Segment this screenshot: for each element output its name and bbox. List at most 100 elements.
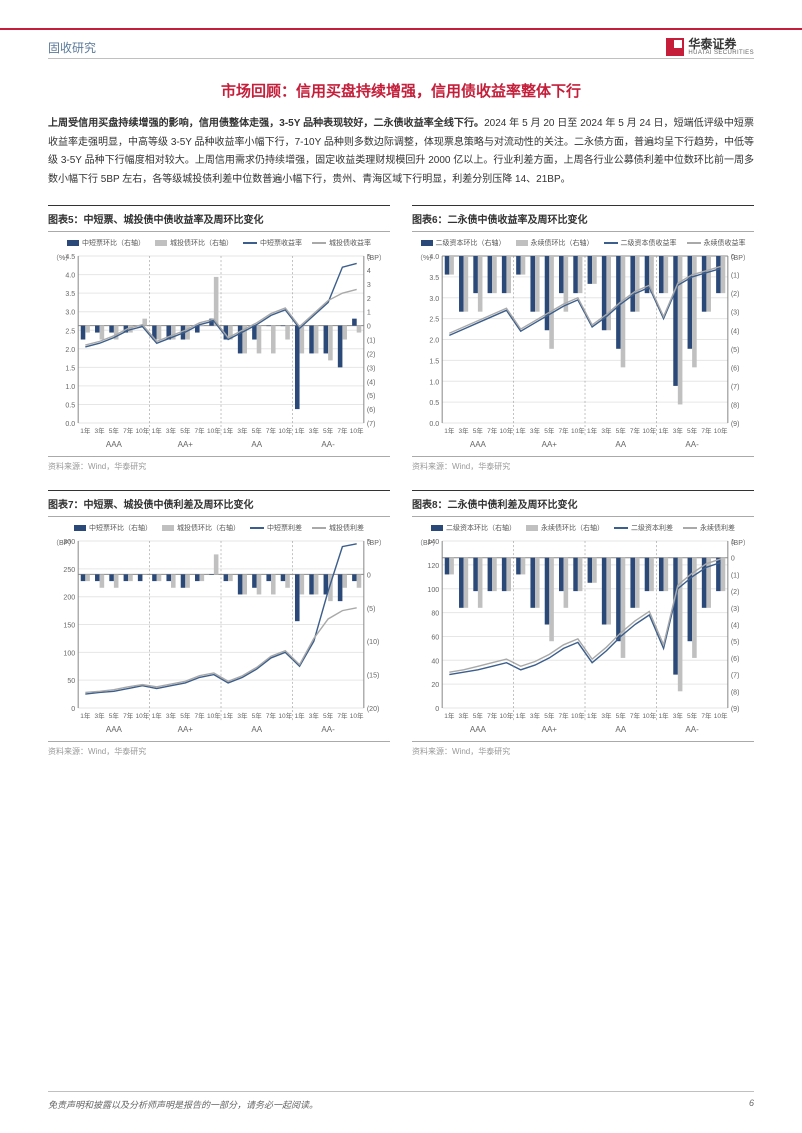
svg-text:(6): (6) (731, 656, 740, 663)
svg-text:1年: 1年 (658, 426, 669, 435)
svg-text:AA+: AA+ (178, 725, 194, 734)
svg-text:AA+: AA+ (178, 440, 194, 449)
chart-6: 图表6：二永债中债收益率及周环比变化 二级资本环比（右轴）永续债环比（右轴）二级… (412, 205, 754, 472)
svg-text:(7): (7) (731, 384, 740, 391)
svg-text:5年: 5年 (473, 711, 484, 720)
svg-text:10年: 10年 (571, 711, 585, 720)
svg-text:3年: 3年 (601, 426, 612, 435)
svg-text:7年: 7年 (123, 711, 134, 720)
svg-text:3年: 3年 (95, 426, 106, 435)
svg-text:0: 0 (71, 706, 75, 713)
svg-text:7年: 7年 (266, 711, 277, 720)
chart-6-source: 资料来源：Wind，华泰研究 (412, 456, 754, 472)
svg-text:7年: 7年 (701, 426, 712, 435)
svg-text:AAA: AAA (106, 725, 123, 734)
svg-text:7年: 7年 (487, 711, 498, 720)
svg-text:3年: 3年 (237, 711, 248, 720)
svg-text:(8): (8) (731, 402, 740, 409)
svg-text:5年: 5年 (180, 711, 191, 720)
svg-text:0: 0 (435, 706, 439, 713)
header-category: 固收研究 (48, 39, 96, 56)
svg-text:(4): (4) (731, 328, 740, 335)
svg-text:5年: 5年 (180, 426, 191, 435)
svg-text:10年: 10年 (350, 426, 364, 435)
svg-text:10年: 10年 (500, 426, 514, 435)
svg-text:5年: 5年 (323, 426, 334, 435)
svg-text:40: 40 (431, 658, 439, 665)
svg-text:（BP）: （BP） (416, 539, 439, 547)
chart-5-legend: 中短票环比（右轴）城投债环比（右轴）中短票收益率城投债收益率 (48, 238, 390, 248)
svg-text:(15): (15) (367, 673, 380, 680)
chart-7-svg: 050100150200250300(20)(15)(10)(5)05（BP）（… (48, 535, 390, 736)
svg-text:(7): (7) (367, 421, 376, 428)
svg-text:AA: AA (251, 725, 262, 734)
svg-text:250: 250 (63, 567, 75, 574)
svg-text:5年: 5年 (616, 426, 627, 435)
chart-5: 图表5：中短票、城投债中债收益率及周环比变化 中短票环比（右轴）城投债环比（右轴… (48, 205, 390, 472)
logo-icon (666, 38, 684, 56)
svg-text:(5): (5) (731, 347, 740, 354)
header-divider (48, 58, 754, 59)
svg-text:（BP）: （BP） (52, 539, 75, 547)
svg-text:1年: 1年 (294, 426, 305, 435)
svg-text:5年: 5年 (323, 711, 334, 720)
svg-text:(8): (8) (731, 689, 740, 696)
svg-text:(4): (4) (731, 623, 740, 630)
svg-text:2.0: 2.0 (429, 338, 439, 345)
chart-8-svg: 020406080100120140(9)(8)(7)(6)(5)(4)(3)(… (412, 535, 754, 736)
svg-text:1年: 1年 (80, 711, 91, 720)
svg-text:(10): (10) (367, 639, 380, 646)
svg-text:AA-: AA- (685, 440, 699, 449)
svg-text:（BP）: （BP） (363, 539, 386, 547)
svg-text:1年: 1年 (444, 426, 455, 435)
page-footer: 免责声明和披露以及分析师声明是报告的一部分，请务必一起阅读。 6 (48, 1091, 754, 1111)
section-title: 市场回顾：信用买盘持续增强，信用债收益率整体下行 (48, 80, 754, 101)
svg-text:10年: 10年 (136, 711, 150, 720)
svg-text:10年: 10年 (714, 711, 728, 720)
chart-7-title: 图表7：中短票、城投债中债利差及周环比变化 (48, 490, 390, 517)
svg-text:20: 20 (431, 682, 439, 689)
chart-7-legend: 中短票环比（右轴）城投债环比（右轴）中短票利差城投债利差 (48, 523, 390, 533)
svg-text:3.0: 3.0 (65, 310, 75, 317)
svg-text:(2): (2) (731, 589, 740, 596)
svg-text:（%）: （%） (52, 254, 72, 262)
svg-text:(6): (6) (367, 407, 376, 414)
svg-text:7年: 7年 (630, 711, 641, 720)
chart-5-svg: 0.00.51.01.52.02.53.03.54.04.5(7)(6)(5)(… (48, 250, 390, 451)
footer-disclaimer: 免责声明和披露以及分析师声明是报告的一部分，请务必一起阅读。 (48, 1098, 318, 1111)
svg-text:3年: 3年 (459, 711, 470, 720)
svg-text:1年: 1年 (587, 711, 598, 720)
svg-text:0.5: 0.5 (429, 400, 439, 407)
svg-text:(1): (1) (731, 273, 740, 280)
svg-text:AA+: AA+ (542, 725, 558, 734)
svg-text:1年: 1年 (152, 711, 163, 720)
svg-text:10年: 10年 (571, 426, 585, 435)
chart-7-source: 资料来源：Wind，华泰研究 (48, 741, 390, 757)
svg-text:5年: 5年 (109, 711, 120, 720)
svg-text:10年: 10年 (500, 711, 514, 720)
svg-text:3年: 3年 (530, 426, 541, 435)
brand-logo: 华泰证券 HUATAI SECURITIES (666, 38, 754, 56)
svg-text:AA-: AA- (321, 725, 335, 734)
svg-text:(2): (2) (367, 351, 376, 358)
chart-5-title: 图表5：中短票、城投债中债收益率及周环比变化 (48, 205, 390, 232)
svg-text:5年: 5年 (687, 711, 698, 720)
svg-text:1: 1 (367, 310, 371, 317)
charts-grid: 图表5：中短票、城投债中债收益率及周环比变化 中短票环比（右轴）城投债环比（右轴… (48, 205, 754, 757)
svg-text:5年: 5年 (109, 426, 120, 435)
svg-text:2: 2 (367, 296, 371, 303)
svg-text:200: 200 (63, 595, 75, 602)
svg-text:1年: 1年 (294, 711, 305, 720)
svg-text:100: 100 (63, 650, 75, 657)
svg-text:AA: AA (615, 440, 626, 449)
svg-text:7年: 7年 (195, 426, 206, 435)
chart-6-legend: 二级资本环比（右轴）永续债环比（右轴）二级资本债收益率永续债收益率 (412, 238, 754, 248)
svg-text:0: 0 (731, 556, 735, 563)
svg-text:5年: 5年 (252, 426, 263, 435)
svg-text:1.5: 1.5 (65, 365, 75, 372)
svg-text:3.5: 3.5 (65, 291, 75, 298)
svg-text:0.0: 0.0 (65, 421, 75, 428)
svg-text:10年: 10年 (350, 711, 364, 720)
body-paragraph: 上周受信用买盘持续增强的影响，信用债整体走强，3-5Y 品种表现较好，二永债收益… (48, 115, 754, 189)
svg-text:1年: 1年 (587, 426, 598, 435)
